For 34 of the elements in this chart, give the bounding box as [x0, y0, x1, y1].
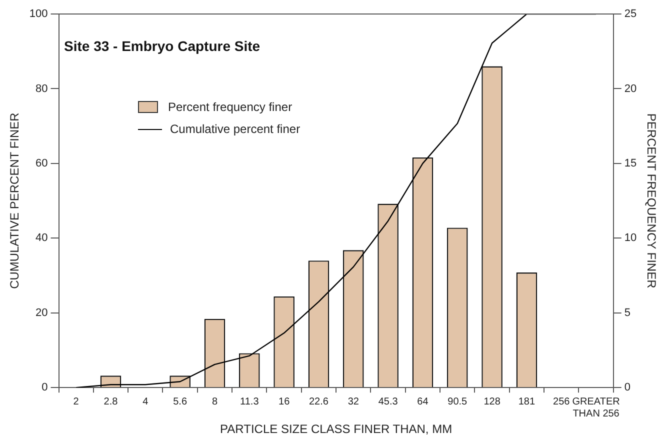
x-tick-label: 45.3 [378, 396, 398, 408]
x-tick-label: 90.5 [448, 396, 468, 408]
y-tick-label: 40 [36, 232, 48, 244]
x-tick-label: 8 [212, 396, 218, 408]
y2-axis-title: PERCENT FREQUENCY FINER [644, 113, 658, 289]
x-tick-label: GREATER THAN 256 [572, 396, 620, 420]
legend-label: Cumulative percent finer [170, 122, 300, 136]
y-tick-label: 100 [29, 8, 48, 20]
x-tick-label: 2.8 [104, 396, 118, 408]
x-tick-label: 22.6 [308, 396, 329, 408]
x-axis-title: PARTICLE SIZE CLASS FINER THAN, MM [220, 422, 452, 436]
x-tick-label: 11.3 [240, 396, 260, 408]
y2-tick-label: 15 [624, 157, 637, 170]
y2-tick-label: 5 [624, 306, 630, 319]
x-tick-label: 5.6 [173, 396, 188, 408]
y2-tick-label: 0 [624, 382, 630, 394]
x-tick-label: 128 [484, 396, 501, 408]
y-axis-title: CUMULATIVE PERCENT FINER [8, 112, 22, 289]
y2-tick-label: 25 [624, 8, 637, 20]
y2-tick-label: 10 [624, 232, 637, 244]
y-tick-label: 20 [36, 306, 48, 319]
text: Site 33 - Embryo Capture Site [64, 38, 260, 54]
y2-tick-label: 20 [624, 82, 637, 95]
y-tick-label: 60 [36, 157, 48, 170]
x-tick-label: 64 [417, 396, 429, 408]
x-tick-label: 4 [142, 396, 149, 408]
x-tick-label: 256 [553, 396, 570, 408]
y-tick-label: 0 [42, 382, 48, 394]
x-tick-label: 32 [348, 396, 360, 408]
y-tick-label: 80 [36, 82, 48, 95]
x-tick-label: 16 [278, 396, 290, 408]
x-tick-label: 2 [73, 396, 80, 408]
legend-label: Percent frequency finer [168, 100, 292, 114]
x-tick-label: 181 [518, 396, 536, 408]
